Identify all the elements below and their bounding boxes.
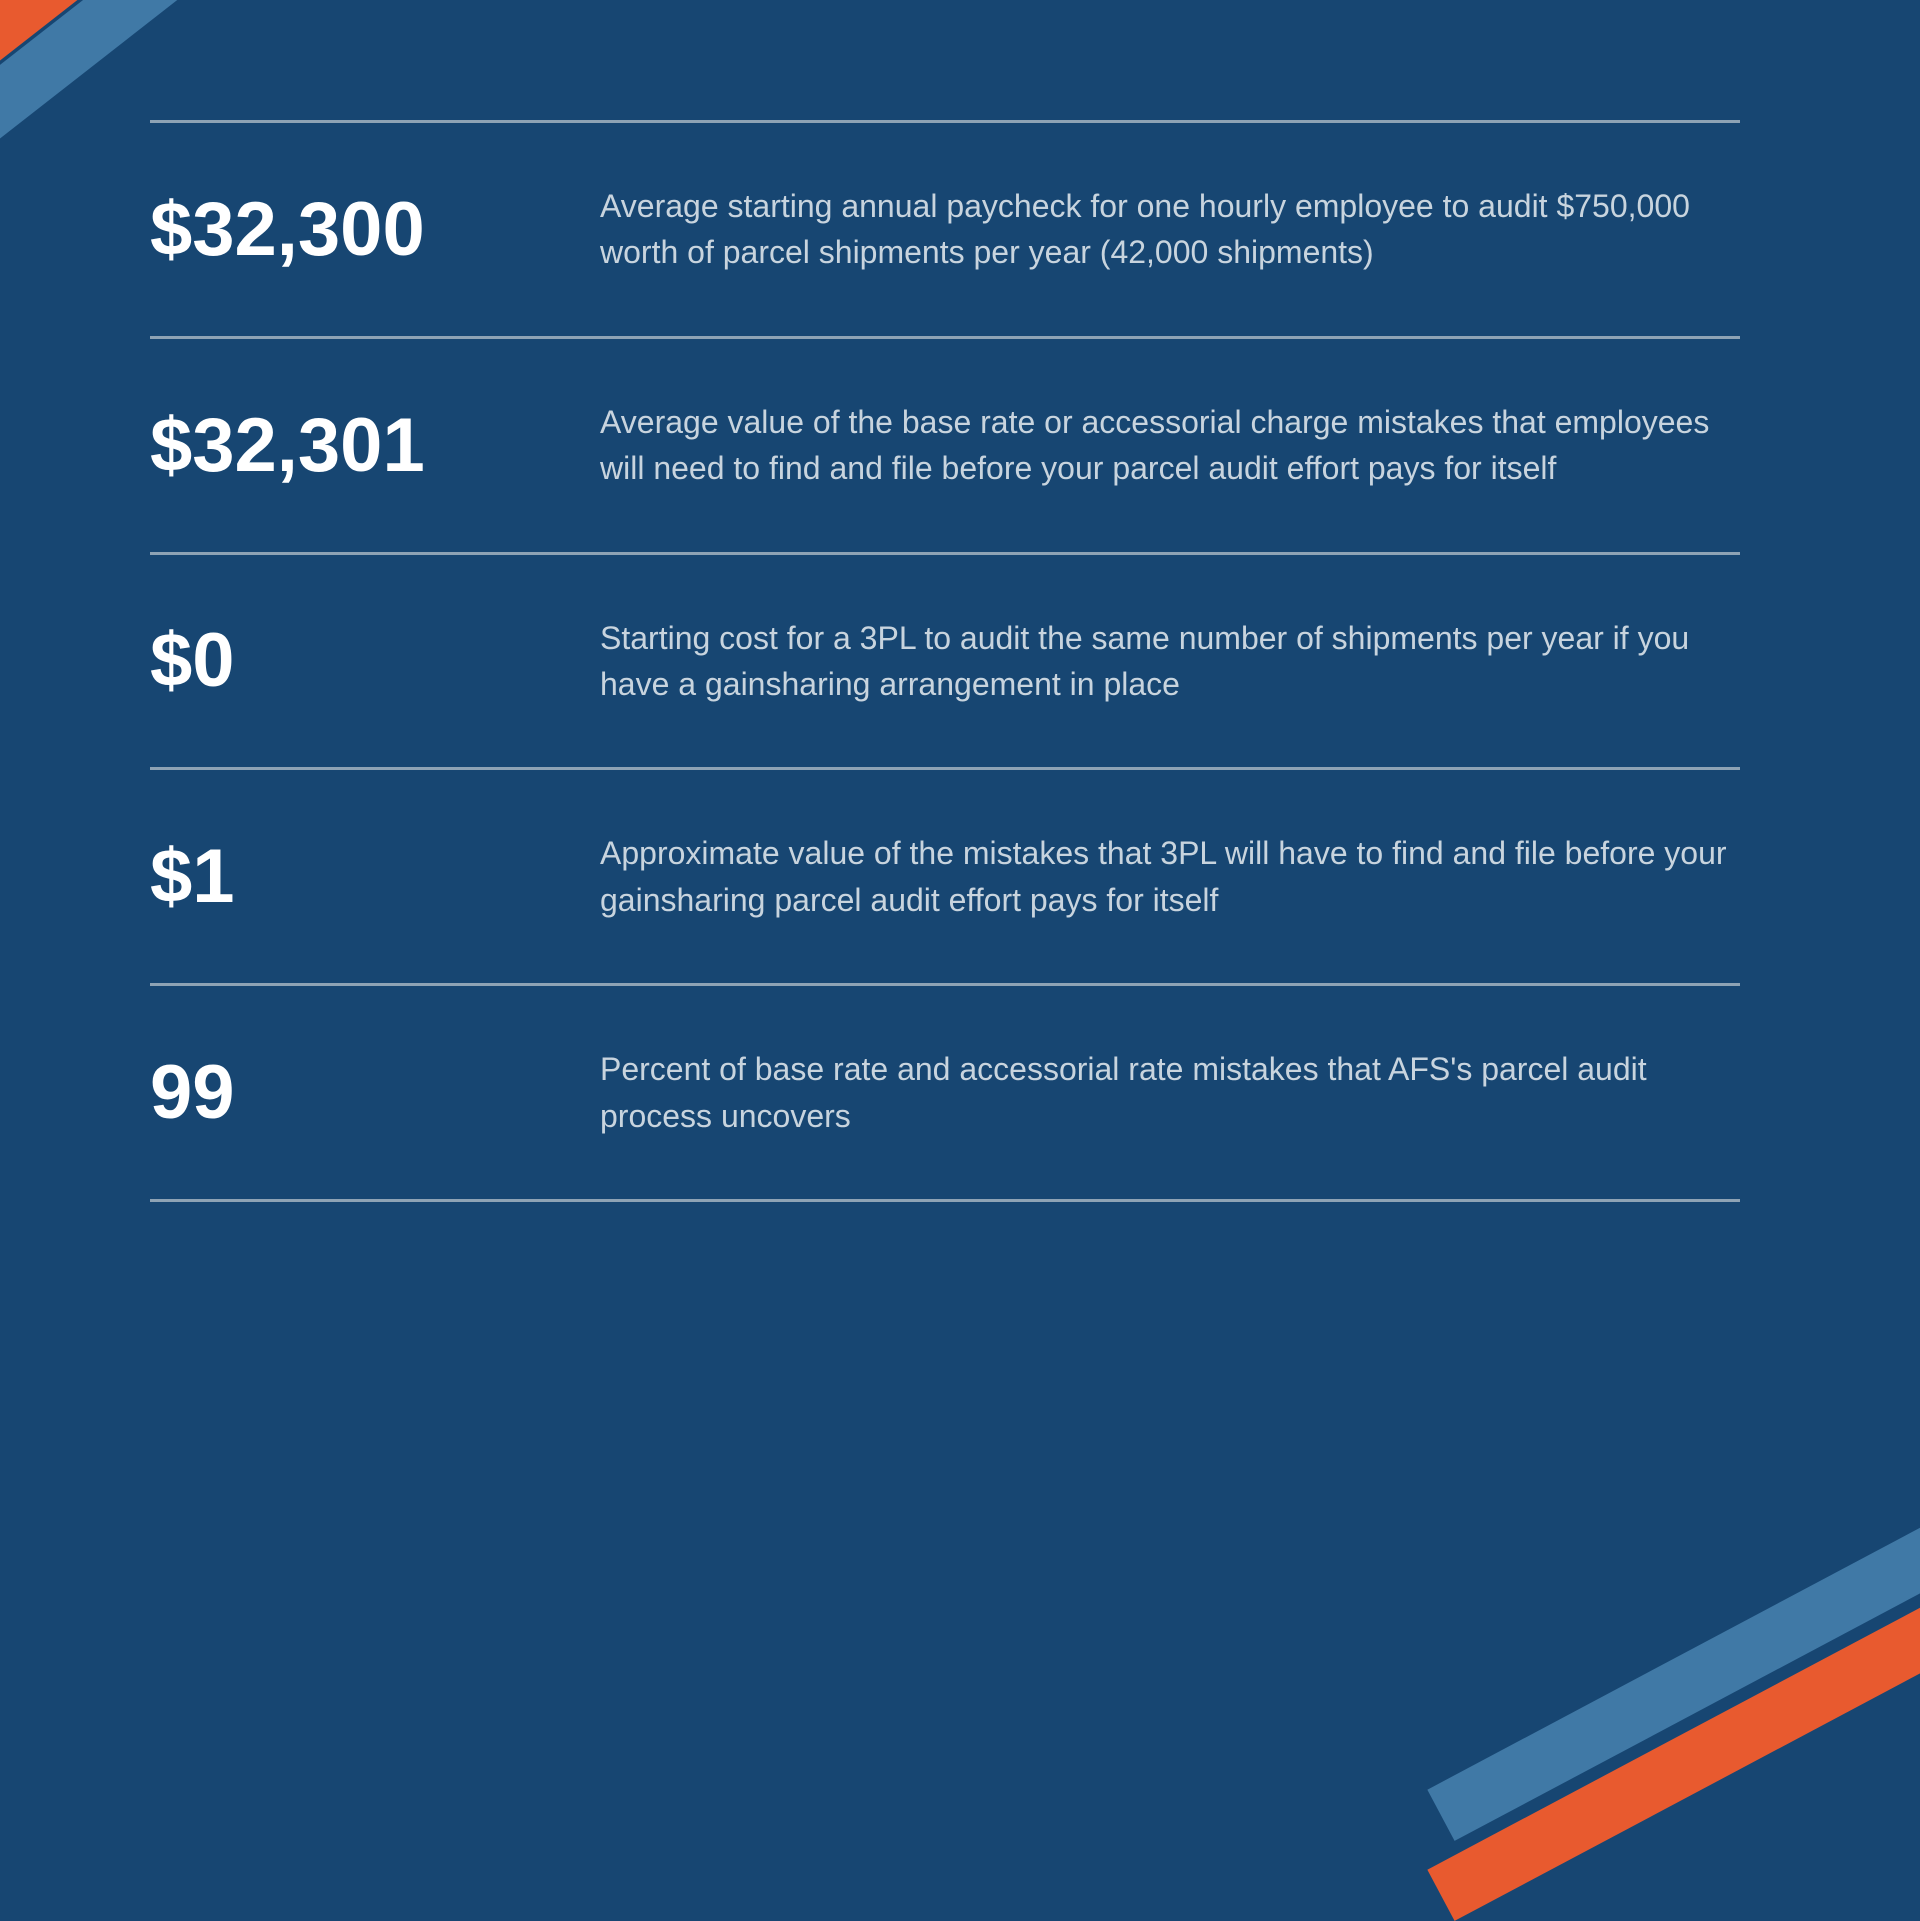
stat-row: $32,301 Average value of the base rate o… — [150, 336, 1740, 552]
stat-value: $0 — [150, 617, 600, 704]
stat-value: $32,300 — [150, 186, 600, 273]
stat-row: $32,300 Average starting annual paycheck… — [150, 120, 1740, 336]
stat-description: Average value of the base rate or access… — [600, 399, 1740, 492]
stat-value: $32,301 — [150, 402, 600, 489]
stat-description: Approximate value of the mistakes that 3… — [600, 830, 1740, 923]
content: $32,300 Average starting annual paycheck… — [0, 0, 1920, 1262]
stat-description: Starting cost for a 3PL to audit the sam… — [600, 615, 1740, 708]
stat-row: $1 Approximate value of the mistakes tha… — [150, 767, 1740, 983]
stat-description: Percent of base rate and accessorial rat… — [600, 1046, 1740, 1139]
stat-row: 99 Percent of base rate and accessorial … — [150, 983, 1740, 1202]
stat-value: $1 — [150, 833, 600, 920]
stat-value: 99 — [150, 1049, 600, 1136]
stat-description: Average starting annual paycheck for one… — [600, 183, 1740, 276]
stat-row: $0 Starting cost for a 3PL to audit the … — [150, 552, 1740, 768]
